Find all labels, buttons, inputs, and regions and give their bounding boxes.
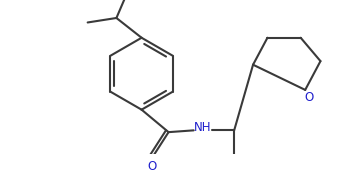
- Text: NH: NH: [194, 121, 211, 134]
- Text: O: O: [148, 160, 157, 171]
- Text: O: O: [304, 91, 313, 104]
